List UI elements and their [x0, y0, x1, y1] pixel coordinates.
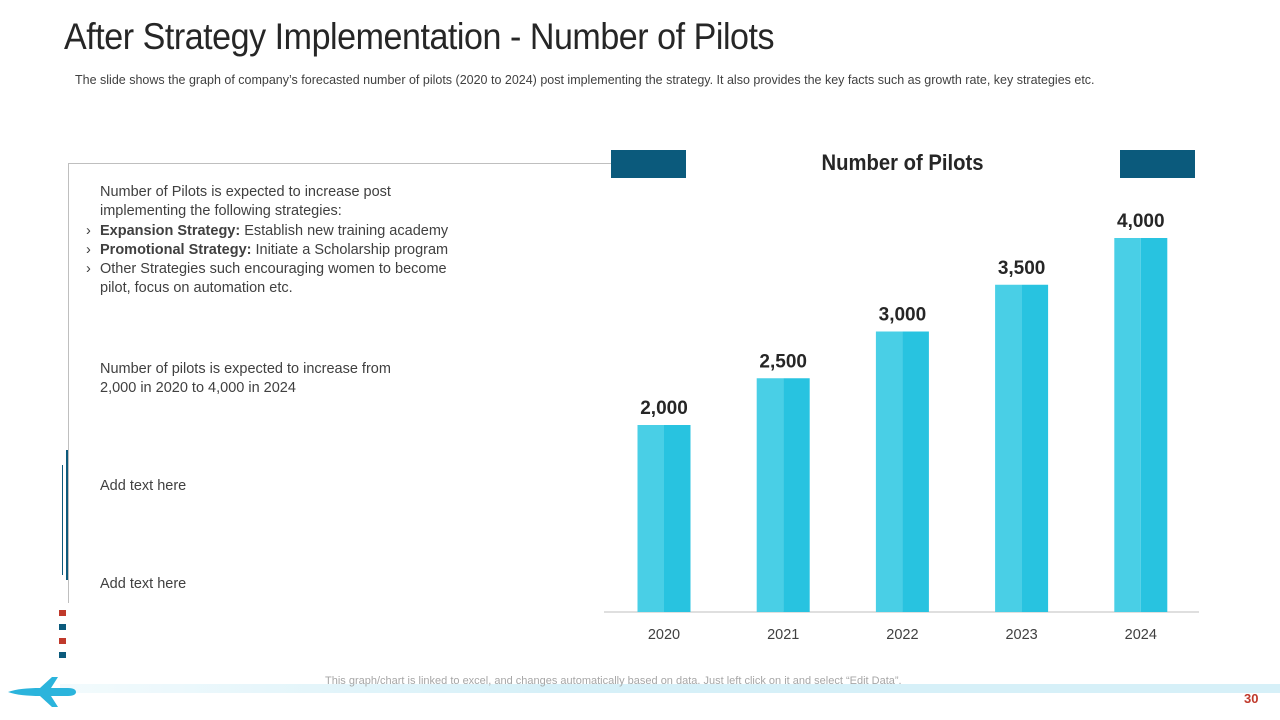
bullet-bold-label: Expansion Strategy:: [100, 222, 241, 239]
bar-face-right: [1021, 284, 1049, 612]
data-label: 3,500: [998, 258, 1046, 279]
accent-line: [62, 465, 63, 575]
slide-title: After Strategy Implementation - Number o…: [64, 16, 775, 57]
red-marker: [59, 638, 66, 644]
page-number: 30: [1244, 691, 1259, 706]
x-tick-label: 2022: [886, 627, 918, 643]
placeholder-text: Add text here: [100, 576, 187, 592]
bar-face-left: [756, 378, 784, 612]
x-tick-label: 2023: [1005, 627, 1037, 643]
panel-top-divider: [68, 163, 611, 164]
strategy-bullet: › Expansion Strategy: Establish new trai…: [86, 222, 460, 241]
data-label: 2,500: [759, 351, 807, 372]
bar-face-right: [1140, 238, 1168, 612]
chevron-right-icon: ›: [86, 261, 91, 278]
bar-face-right: [783, 378, 810, 612]
bar-2021[interactable]: [756, 378, 810, 612]
bar-face-left: [995, 284, 1022, 612]
footer-band: [60, 684, 1280, 693]
x-tick-label: 2024: [1125, 627, 1157, 643]
data-label: 3,000: [879, 305, 927, 326]
bar-face-right: [902, 331, 929, 612]
bar-face-left: [875, 331, 903, 612]
panel-left-divider: [68, 163, 69, 603]
slide-subtitle: The slide shows the graph of company’s f…: [75, 73, 1095, 87]
bar-face-left: [1114, 238, 1141, 612]
bar-face-right: [664, 425, 691, 612]
bullet-text: Initiate a Scholarship program: [251, 241, 449, 258]
data-label: 2,000: [640, 398, 688, 419]
red-marker: [59, 610, 66, 616]
x-tick-label: 2021: [767, 627, 799, 643]
growth-text-block: Number of pilots is expected to increase…: [100, 361, 391, 397]
bullet-text: Establish new training academy: [240, 222, 449, 239]
chart-title-decoration: [1120, 150, 1195, 178]
strategy-bullet: › Promotional Strategy: Initiate a Schol…: [86, 241, 460, 260]
bar-2023[interactable]: [995, 284, 1049, 612]
strategy-text-block: Number of Pilots is expected to increase…: [86, 183, 460, 299]
accent-line: [66, 450, 68, 580]
bar-2022[interactable]: [875, 331, 929, 613]
bar-2020[interactable]: [637, 425, 691, 612]
blue-marker: [59, 652, 66, 658]
bullet-text: Other Strategies such encouraging women …: [100, 261, 447, 297]
data-label: 4,000: [1117, 211, 1165, 232]
blue-marker: [59, 624, 66, 630]
chevron-right-icon: ›: [86, 241, 91, 258]
airplane-icon: [8, 677, 76, 707]
x-tick-label: 2020: [648, 627, 680, 643]
strategy-bullet: › Other Strategies such encouraging wome…: [86, 260, 460, 299]
placeholder-text: Add text here: [100, 478, 187, 494]
bar-2024[interactable]: [1114, 238, 1168, 612]
strategy-intro: Number of Pilots is expected to increase…: [100, 184, 391, 220]
bar-face-left: [637, 425, 664, 612]
chart-title[interactable]: Number of Pilots: [821, 150, 984, 175]
chart-link-note: This graph/chart is linked to excel, and…: [325, 675, 902, 687]
bullet-bold-label: Promotional Strategy:: [100, 241, 252, 258]
chart-title-decoration: [611, 150, 686, 178]
chevron-right-icon: ›: [86, 222, 91, 239]
